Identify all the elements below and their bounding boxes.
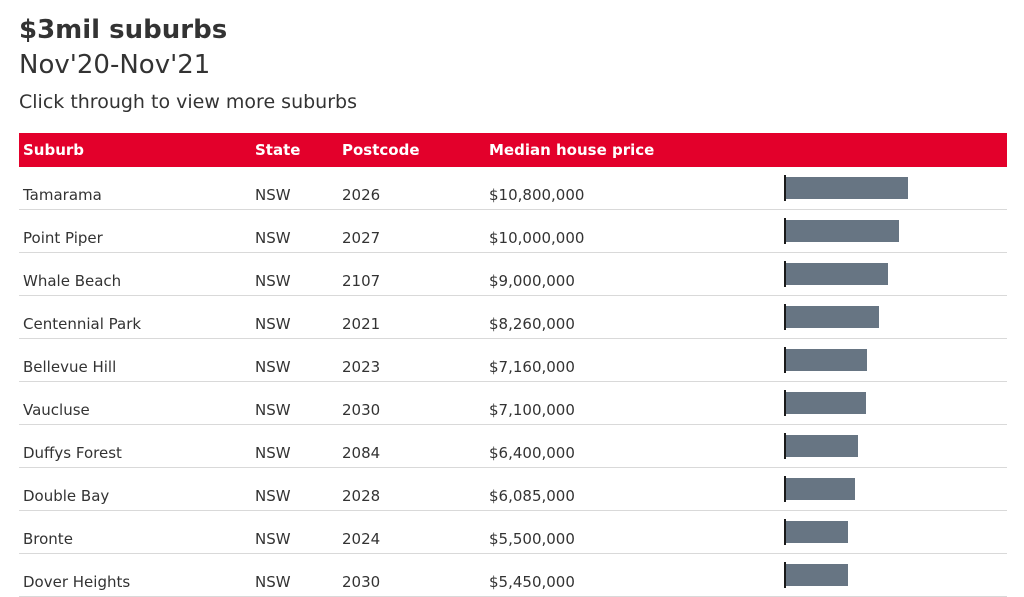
column-header-state: State	[255, 141, 301, 159]
cell-postcode: 2021	[342, 315, 381, 333]
price-bar	[786, 564, 848, 586]
bar-cell	[784, 433, 984, 459]
column-header-price: Median house price	[489, 141, 655, 159]
price-bar	[786, 392, 866, 414]
bar-cell	[784, 562, 984, 588]
cell-postcode: 2026	[342, 186, 381, 204]
price-bar	[786, 521, 848, 543]
cell-state: NSW	[255, 358, 291, 376]
cell-price: $7,160,000	[489, 358, 575, 376]
table-row[interactable]: Vaucluse NSW 2030 $7,100,000	[19, 382, 1007, 425]
bar-baseline	[784, 218, 786, 244]
cell-price: $9,000,000	[489, 272, 575, 290]
bar-cell	[784, 347, 984, 373]
cell-state: NSW	[255, 315, 291, 333]
cell-suburb: Tamarama	[23, 186, 102, 204]
cell-postcode: 2107	[342, 272, 381, 290]
cell-postcode: 2023	[342, 358, 381, 376]
cell-state: NSW	[255, 229, 291, 247]
cell-price: $5,500,000	[489, 530, 575, 548]
bar-cell	[784, 175, 984, 201]
cell-price: $8,260,000	[489, 315, 575, 333]
table-row[interactable]: Bronte NSW 2024 $5,500,000	[19, 511, 1007, 554]
cell-state: NSW	[255, 186, 291, 204]
bar-baseline	[784, 304, 786, 330]
suburb-table: Suburb State Postcode Median house price…	[19, 133, 1007, 597]
cell-state: NSW	[255, 487, 291, 505]
table-row[interactable]: Tamarama NSW 2026 $10,800,000	[19, 167, 1007, 210]
cell-suburb: Duffys Forest	[23, 444, 122, 462]
bar-baseline	[784, 476, 786, 502]
cell-state: NSW	[255, 573, 291, 591]
price-bar	[786, 220, 899, 242]
cell-state: NSW	[255, 401, 291, 419]
cell-price: $6,085,000	[489, 487, 575, 505]
page-description: Click through to view more suburbs	[19, 91, 357, 113]
price-bar	[786, 177, 908, 199]
bar-baseline	[784, 175, 786, 201]
cell-price: $7,100,000	[489, 401, 575, 419]
cell-postcode: 2024	[342, 530, 381, 548]
bar-cell	[784, 519, 984, 545]
bar-cell	[784, 304, 984, 330]
cell-suburb: Dover Heights	[23, 573, 131, 591]
table-row[interactable]: Centennial Park NSW 2021 $8,260,000	[19, 296, 1007, 339]
table-row[interactable]: Double Bay NSW 2028 $6,085,000	[19, 468, 1007, 511]
page-subtitle: Nov'20-Nov'21	[19, 50, 211, 80]
cell-suburb: Bronte	[23, 530, 73, 548]
price-bar	[786, 306, 879, 328]
bar-cell	[784, 261, 984, 287]
cell-state: NSW	[255, 530, 291, 548]
cell-postcode: 2030	[342, 573, 381, 591]
cell-suburb: Double Bay	[23, 487, 110, 505]
page-title: $3mil suburbs	[19, 15, 228, 45]
bar-cell	[784, 476, 984, 502]
cell-suburb: Centennial Park	[23, 315, 142, 333]
cell-postcode: 2084	[342, 444, 381, 462]
cell-price: $6,400,000	[489, 444, 575, 462]
column-header-postcode: Postcode	[342, 141, 420, 159]
cell-postcode: 2028	[342, 487, 381, 505]
cell-price: $5,450,000	[489, 573, 575, 591]
price-bar	[786, 478, 855, 500]
table-row[interactable]: Whale Beach NSW 2107 $9,000,000	[19, 253, 1007, 296]
bar-cell	[784, 390, 984, 416]
bar-baseline	[784, 433, 786, 459]
cell-postcode: 2030	[342, 401, 381, 419]
price-bar	[786, 435, 858, 457]
cell-price: $10,800,000	[489, 186, 585, 204]
table-header: Suburb State Postcode Median house price	[19, 133, 1007, 167]
cell-price: $10,000,000	[489, 229, 585, 247]
cell-postcode: 2027	[342, 229, 381, 247]
bar-baseline	[784, 390, 786, 416]
cell-suburb: Vaucluse	[23, 401, 90, 419]
price-bar	[786, 263, 888, 285]
cell-state: NSW	[255, 444, 291, 462]
bar-baseline	[784, 347, 786, 373]
table-row[interactable]: Bellevue Hill NSW 2023 $7,160,000	[19, 339, 1007, 382]
bar-cell	[784, 218, 984, 244]
bar-baseline	[784, 562, 786, 588]
column-header-suburb: Suburb	[23, 141, 85, 159]
bar-baseline	[784, 519, 786, 545]
cell-suburb: Point Piper	[23, 229, 103, 247]
cell-state: NSW	[255, 272, 291, 290]
table-row[interactable]: Point Piper NSW 2027 $10,000,000	[19, 210, 1007, 253]
cell-suburb: Whale Beach	[23, 272, 122, 290]
price-bar	[786, 349, 867, 371]
cell-suburb: Bellevue Hill	[23, 358, 117, 376]
bar-baseline	[784, 261, 786, 287]
table-row[interactable]: Duffys Forest NSW 2084 $6,400,000	[19, 425, 1007, 468]
table-body: Tamarama NSW 2026 $10,800,000 Point Piper NSW…	[19, 167, 1007, 597]
